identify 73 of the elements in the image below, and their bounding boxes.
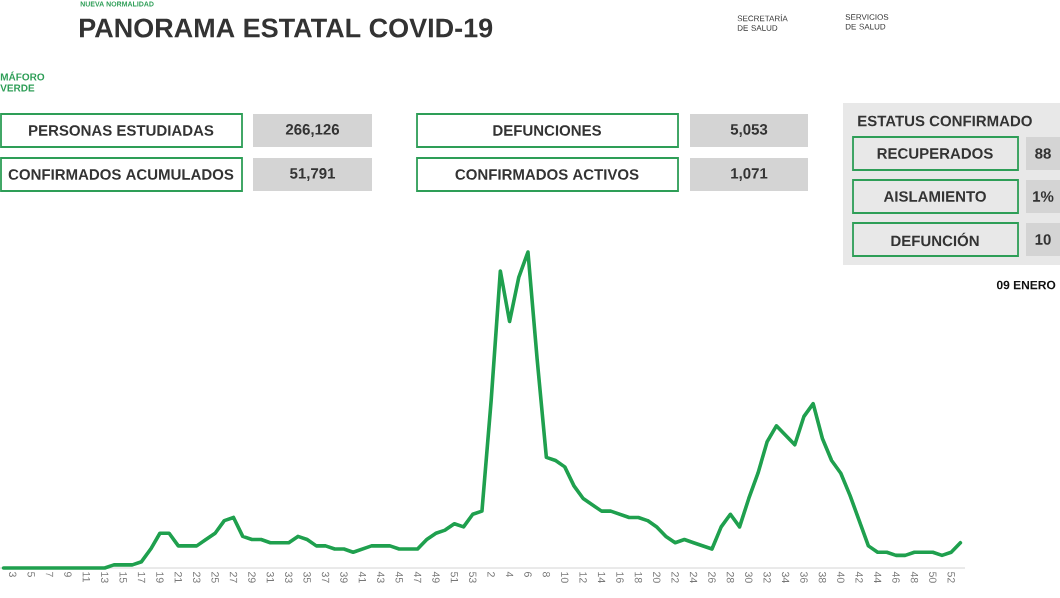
x-tick-label: 53 xyxy=(469,571,477,583)
x-tick-label: 47 xyxy=(413,571,422,583)
x-tick-label: 3 xyxy=(8,571,17,577)
text: DEFUNCIÓN xyxy=(891,232,979,247)
x-tick-label: 40 xyxy=(837,571,845,583)
x-tick-label: 22 xyxy=(671,572,679,583)
x-tick-label: 8 xyxy=(542,571,551,577)
x-tick-label: 19 xyxy=(156,572,164,583)
x-tick-label: 15 xyxy=(119,572,127,583)
x-tick-label: 23 xyxy=(193,572,201,583)
x-tick-label: 16 xyxy=(616,572,624,583)
text: SECRETARÍA DE SALUD xyxy=(737,14,788,31)
x-tick-label: 27 xyxy=(229,572,238,583)
x-tick-label: 51 xyxy=(450,571,458,583)
text: ESTATUS CONFIRMADO xyxy=(858,115,1032,127)
x-tick-label: 49 xyxy=(432,571,440,583)
x-tick-label: 30 xyxy=(745,571,753,583)
x-tick-label: 4 xyxy=(505,571,514,578)
x-tick-label: 39 xyxy=(340,571,348,583)
x-tick-label: 10 xyxy=(561,572,569,583)
text: SERVICIOS DE SALUD xyxy=(845,14,889,30)
text: 10 xyxy=(1035,234,1051,245)
x-tick-label: 11 xyxy=(82,572,90,582)
x-tick-label: 5 xyxy=(27,571,35,577)
x-tick-label: 34 xyxy=(781,571,790,583)
x-tick-label: 28 xyxy=(726,572,735,583)
text: 1% xyxy=(1033,191,1054,202)
x-tick-label: 36 xyxy=(800,571,808,583)
x-tick-label: 38 xyxy=(818,571,827,583)
chart-title: PANORAMA ESTATAL COVID-19 xyxy=(80,18,493,38)
text: 88 xyxy=(1035,148,1051,159)
x-tick-label: 41 xyxy=(358,571,366,583)
x-tick-label: 7 xyxy=(45,572,54,577)
text: 51,791 xyxy=(290,168,336,181)
x-tick-label: 43 xyxy=(377,571,385,583)
text: 09 ENERO xyxy=(996,280,1056,290)
text: 5,053 xyxy=(730,124,768,137)
x-tick-label: 42 xyxy=(855,571,863,583)
text: CONFIRMADOS ACUMULADOS xyxy=(8,169,234,180)
x-tick-label: 50 xyxy=(929,571,937,583)
x-tick-label: 9 xyxy=(64,572,72,577)
x-tick-label: 44 xyxy=(873,571,882,583)
x-tick-label: 12 xyxy=(579,572,587,583)
x-tick-label: 37 xyxy=(321,571,330,583)
x-tick-label: 26 xyxy=(708,572,716,583)
x-tick-label: 46 xyxy=(892,571,900,583)
text: 266,126 xyxy=(285,124,340,137)
x-tick-label: 52 xyxy=(947,571,955,583)
x-tick-label: 6 xyxy=(524,572,532,577)
x-tick-label: 17 xyxy=(137,572,146,583)
x-tick-label: 33 xyxy=(285,571,293,583)
x-tick-label: 32 xyxy=(763,571,771,583)
x-tick-label: 2 xyxy=(487,572,495,577)
x-tick-label: 24 xyxy=(689,572,698,583)
x-tick-label: 45 xyxy=(395,571,403,583)
text: DEFUNCIONES xyxy=(493,125,601,136)
text: MÁFORO xyxy=(0,71,45,81)
text: CONFIRMADOS ACTIVOS xyxy=(455,169,639,180)
text: AISLAMIENTO xyxy=(883,191,986,202)
x-tick-label: 14 xyxy=(597,572,606,583)
x-tick-label: 20 xyxy=(653,572,661,583)
x-tick-label: 25 xyxy=(211,572,219,583)
x-tick-label: 31 xyxy=(266,571,275,583)
text: 1,071 xyxy=(731,168,768,181)
x-tick-label: 21 xyxy=(174,572,182,583)
text: RECUPERADOS xyxy=(877,148,993,159)
x-tick-label: 13 xyxy=(100,572,109,583)
x-tick-label: 29 xyxy=(248,572,256,583)
text: VERDE xyxy=(0,84,35,92)
x-tick-label: 35 xyxy=(303,571,311,583)
x-tick-label: 18 xyxy=(634,572,643,583)
x-tick-label: 48 xyxy=(910,571,919,583)
text: PERSONAS ESTUDIADAS xyxy=(29,125,214,136)
